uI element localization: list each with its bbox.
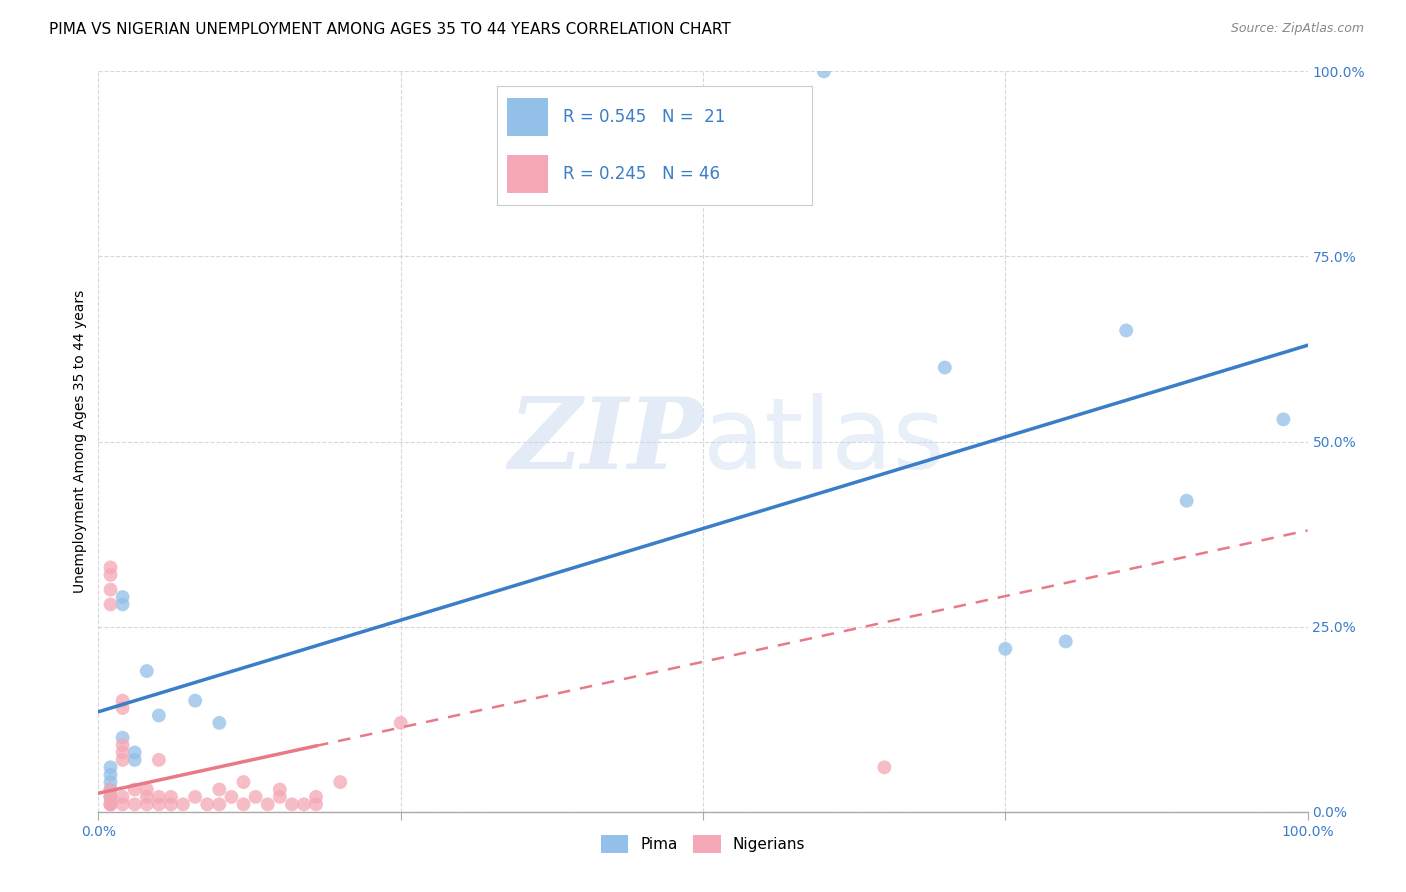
Point	[1175, 493, 1198, 508]
Point	[100, 789, 122, 804]
Point	[329, 775, 352, 789]
Point	[813, 64, 835, 78]
Point	[195, 797, 218, 812]
Point	[100, 789, 122, 804]
Point	[100, 797, 122, 812]
Point	[135, 797, 157, 812]
Point	[111, 789, 134, 804]
Point	[148, 753, 170, 767]
Point	[148, 708, 170, 723]
Point	[100, 760, 122, 774]
Point	[208, 797, 231, 812]
Point	[111, 694, 134, 708]
Point	[100, 560, 122, 574]
Point	[1054, 634, 1077, 648]
Text: ZIP: ZIP	[508, 393, 703, 490]
Text: atlas: atlas	[703, 393, 945, 490]
Y-axis label: Unemployment Among Ages 35 to 44 years: Unemployment Among Ages 35 to 44 years	[73, 290, 87, 593]
Point	[232, 775, 254, 789]
Point	[111, 738, 134, 752]
Point	[100, 797, 122, 812]
Point	[111, 701, 134, 715]
Point	[124, 797, 146, 812]
Point	[172, 797, 194, 812]
Point	[160, 789, 183, 804]
Point	[100, 775, 122, 789]
Point	[256, 797, 278, 812]
Point	[124, 753, 146, 767]
Point	[281, 797, 304, 812]
Point	[135, 782, 157, 797]
Point	[245, 789, 267, 804]
Text: Source: ZipAtlas.com: Source: ZipAtlas.com	[1230, 22, 1364, 36]
Point	[100, 782, 122, 797]
Point	[269, 782, 291, 797]
Point	[135, 664, 157, 678]
Point	[160, 797, 183, 812]
Point	[100, 767, 122, 781]
Point	[148, 789, 170, 804]
Point	[994, 641, 1017, 656]
Point	[184, 789, 207, 804]
Point	[305, 789, 328, 804]
Point	[111, 590, 134, 604]
Point	[389, 715, 412, 730]
Point	[1272, 412, 1295, 426]
Point	[305, 797, 328, 812]
Legend: Pima, Nigerians: Pima, Nigerians	[595, 829, 811, 860]
Point	[100, 789, 122, 804]
Point	[232, 797, 254, 812]
Point	[100, 782, 122, 797]
Point	[135, 789, 157, 804]
Text: PIMA VS NIGERIAN UNEMPLOYMENT AMONG AGES 35 TO 44 YEARS CORRELATION CHART: PIMA VS NIGERIAN UNEMPLOYMENT AMONG AGES…	[49, 22, 731, 37]
Point	[100, 567, 122, 582]
Point	[100, 598, 122, 612]
Point	[292, 797, 315, 812]
Point	[111, 797, 134, 812]
Point	[111, 731, 134, 745]
Point	[100, 582, 122, 597]
Point	[269, 789, 291, 804]
Point	[208, 782, 231, 797]
Point	[111, 598, 134, 612]
Point	[148, 797, 170, 812]
Point	[1115, 324, 1137, 338]
Point	[100, 797, 122, 812]
Point	[111, 746, 134, 760]
Point	[124, 746, 146, 760]
Point	[873, 760, 896, 774]
Point	[184, 694, 207, 708]
Point	[934, 360, 956, 375]
Point	[208, 715, 231, 730]
Point	[111, 753, 134, 767]
Point	[221, 789, 243, 804]
Point	[124, 782, 146, 797]
